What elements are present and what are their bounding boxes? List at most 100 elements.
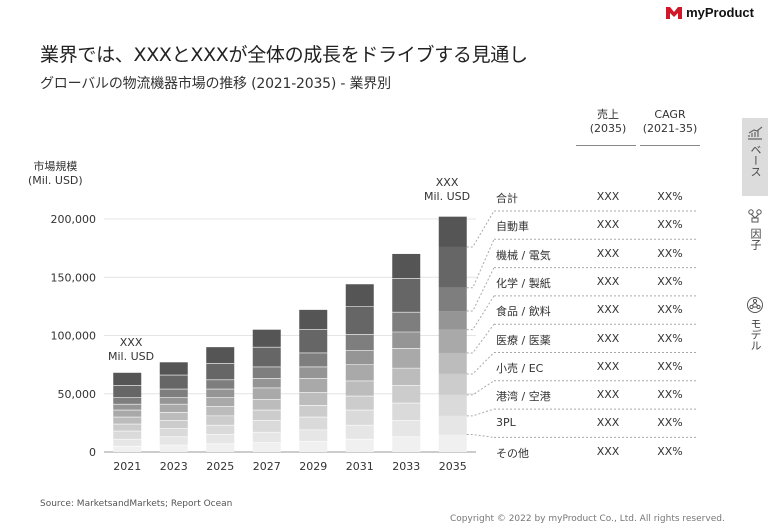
bar-segment (252, 387, 281, 400)
bar-segment (438, 287, 467, 312)
bar-segment (438, 329, 467, 353)
segment-cagr: XX% (657, 444, 683, 458)
bar-segment (299, 441, 328, 452)
segment-sales: XXX (596, 331, 620, 345)
x-tick-label: 2021 (113, 460, 141, 473)
bar-segment (252, 329, 281, 348)
segment-sales: XXX (596, 190, 620, 203)
bar-segment (299, 366, 328, 379)
segment-name: 小売 / EC (496, 361, 544, 375)
segment-sales: XXX (596, 444, 620, 458)
bar-segment (113, 385, 142, 398)
tab-base[interactable]: ベース (742, 118, 768, 196)
bar-segment (299, 392, 328, 406)
logo-text: myProduct (686, 5, 754, 20)
y-axis-label-text: 市場規模 (Mil. USD) (28, 160, 83, 188)
leader-line (466, 352, 495, 375)
bar-segment (252, 442, 281, 452)
bar-segment (252, 378, 281, 388)
bar-segment (159, 375, 188, 390)
header-cagr-rule (640, 145, 700, 146)
tab-model-label: モデル (749, 318, 762, 351)
bar-segment (113, 417, 142, 425)
segment-cagr: XX% (657, 359, 683, 373)
segment-cagr: XX% (657, 190, 683, 203)
bar-segment (345, 410, 374, 426)
y-tick-label: 50,000 (58, 388, 97, 401)
logo-mark-icon (666, 6, 683, 19)
x-tick-label: 2023 (160, 460, 188, 473)
bar-segment (252, 410, 281, 421)
bar-segment (438, 373, 467, 395)
bar-segment (392, 332, 421, 349)
header-sales: 売上 (2035) (580, 108, 636, 136)
bar-segment (206, 363, 235, 380)
y-axis-label: 市場規模 (Mil. USD) (28, 160, 83, 188)
bar-segment (206, 389, 235, 398)
segment-cagr: XX% (657, 218, 683, 232)
segment-sales: XXX (596, 388, 620, 402)
bar-segment (438, 394, 467, 416)
text-line: Mil. USD (424, 190, 471, 203)
bar-segment (345, 380, 374, 397)
text-line: (Mil. USD) (28, 174, 83, 187)
bar-segment (392, 385, 421, 404)
bar-segment (345, 284, 374, 307)
bar-segment (206, 443, 235, 452)
segment-cagr: XX% (657, 416, 683, 430)
bar-segment (206, 434, 235, 444)
bar-segment (345, 439, 374, 452)
tab-model[interactable]: モデル (742, 296, 768, 368)
bar-segment (299, 417, 328, 430)
segment-sales: XXX (596, 359, 620, 373)
bar-segment (252, 432, 281, 443)
bar-segment (345, 425, 374, 440)
text-line: XXX (435, 176, 459, 189)
bar-segment (159, 397, 188, 405)
bar-segment (113, 404, 142, 411)
factor-diagram-icon (748, 209, 762, 223)
tab-base-label: ベース (749, 144, 762, 177)
brand-logo: myProduct (666, 5, 754, 20)
bar-segment (345, 396, 374, 411)
bar-segment (392, 312, 421, 333)
segment-name: 医療 / 医薬 (496, 333, 551, 347)
bar-segment (299, 378, 328, 393)
bar-segment (206, 347, 235, 364)
y-tick-label: 200,000 (51, 213, 97, 226)
bar-segment (438, 352, 467, 374)
bar-segment (345, 364, 374, 381)
bar-segment (392, 420, 421, 437)
x-tick-label: 2029 (299, 460, 327, 473)
bar-segment (299, 352, 328, 367)
page-title: 業界では、XXXとXXXが全体の成長をドライブする見通し (40, 44, 528, 66)
bar-segment (438, 246, 467, 288)
bar-segment (159, 412, 188, 421)
text-line: 市場規模 (33, 160, 78, 173)
bar-segment (113, 431, 142, 440)
bar-segment (438, 311, 467, 330)
bar-segment (113, 397, 142, 405)
bar-segment (206, 379, 235, 390)
bar-segment (206, 397, 235, 407)
leader-line (466, 434, 495, 438)
leader-line (466, 295, 495, 331)
y-axis-ticks: 0 50,000 100,000 150,000 200,000 (51, 213, 97, 459)
segment-name: 食品 / 飲料 (496, 305, 551, 319)
tab-factor[interactable]: 因子 (742, 208, 768, 278)
leader-line (466, 323, 495, 354)
bar-segment (252, 366, 281, 379)
bar-segment (113, 439, 142, 447)
growth-chart-icon (748, 126, 763, 140)
bar-segment (159, 404, 188, 413)
segment-name: 化学 / 製紙 (496, 276, 551, 290)
bar-segment (438, 434, 467, 452)
y-tick-label: 100,000 (51, 330, 97, 343)
bar-segment (252, 399, 281, 411)
segment-sales: XXX (596, 218, 620, 232)
last-bar-annotation: XXX Mil. USD (424, 176, 470, 204)
bar-segment (392, 403, 421, 421)
header-sales-rule (576, 145, 636, 146)
bar-segment (159, 420, 188, 429)
segment-leader-lines (466, 210, 698, 438)
